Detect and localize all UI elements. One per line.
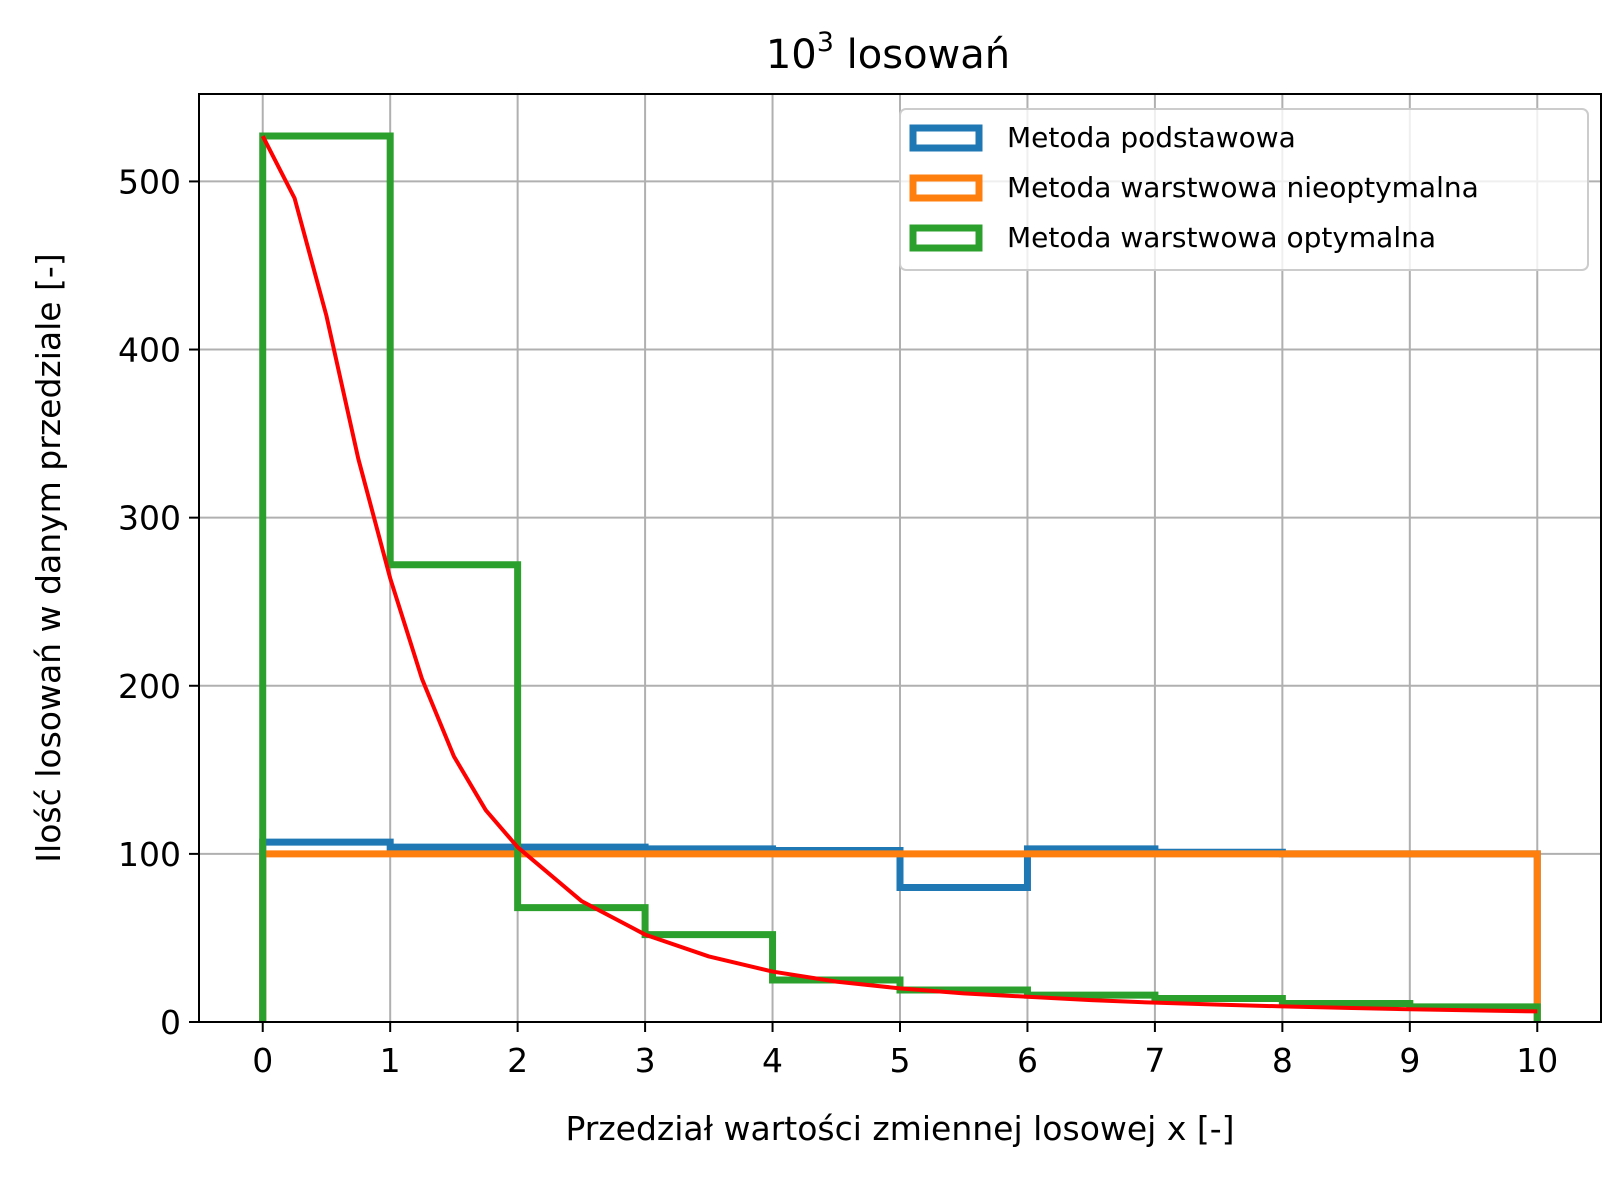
reference-curve-layer: [260, 135, 1538, 1014]
legend-label: Metoda warstwowa nieoptymalna: [1007, 171, 1479, 204]
x-axis-label: Przedział wartości zmiennej losowej x [-…: [565, 1109, 1234, 1148]
x-tick-label: 7: [1144, 1041, 1165, 1080]
chart-title-superscript: 3: [817, 27, 834, 58]
y-tick-label: 400: [118, 331, 181, 370]
legend-frame: [899, 108, 1589, 271]
y-tick-label: 500: [118, 162, 181, 201]
y-tick-label: 0: [160, 1003, 181, 1042]
chart-title: 103 losowań: [766, 27, 1010, 78]
y-tick-label: 300: [118, 499, 181, 538]
x-tick-label: 10: [1516, 1041, 1558, 1080]
histogram-series-3: [259, 132, 1541, 1022]
y-axis-ticks: 0 100 200 300 400 500: [118, 162, 199, 1042]
legend-label: Metoda podstawowa: [1007, 121, 1296, 154]
histogram-series-2: [259, 850, 1541, 1022]
y-tick-label: 100: [118, 835, 181, 874]
x-tick-label: 4: [762, 1041, 783, 1080]
x-tick-label: 9: [1399, 1041, 1420, 1080]
x-tick-label: 5: [890, 1041, 911, 1080]
legend-swatch: [909, 224, 983, 252]
x-tick-label: 1: [380, 1041, 401, 1080]
x-tick-label: 6: [1017, 1041, 1038, 1080]
y-axis-label: Ilość losowań w danym przedziale [-]: [29, 253, 68, 862]
legend-swatch: [909, 174, 983, 202]
x-tick-label: 2: [507, 1041, 528, 1080]
chart-title-base: 10: [766, 32, 817, 78]
y-tick-label: 200: [118, 667, 181, 706]
data-series: [259, 132, 1541, 1022]
legend: Metoda podstawowa Metoda warstwowa nieopt…: [899, 108, 1589, 271]
chart-title-suffix: losowań: [834, 32, 1010, 78]
x-axis-ticks: 0 1 2 3 4 5 6 7 8 9 10: [252, 1022, 1558, 1080]
x-tick-label: 8: [1272, 1041, 1293, 1080]
legend-label: Metoda warstwowa optymalna: [1007, 221, 1436, 254]
x-tick-label: 0: [252, 1041, 273, 1080]
reference-density-curve: [260, 135, 1538, 1014]
legend-swatch: [909, 124, 983, 152]
x-tick-label: 3: [635, 1041, 656, 1080]
